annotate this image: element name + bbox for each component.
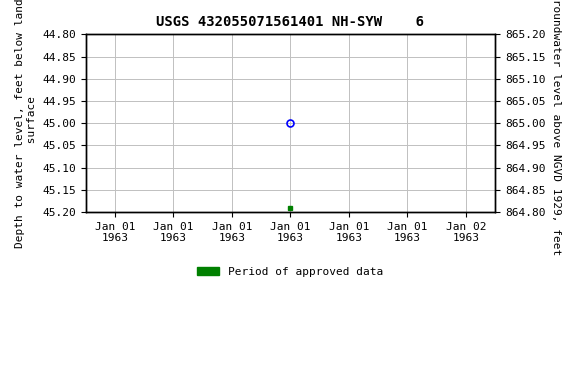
Title: USGS 432055071561401 NH-SYW    6: USGS 432055071561401 NH-SYW 6 [157,15,425,29]
Legend: Period of approved data: Period of approved data [193,262,388,281]
Y-axis label: Depth to water level, feet below land
 surface: Depth to water level, feet below land su… [15,0,37,248]
Y-axis label: Groundwater level above NGVD 1929, feet: Groundwater level above NGVD 1929, feet [551,0,561,255]
